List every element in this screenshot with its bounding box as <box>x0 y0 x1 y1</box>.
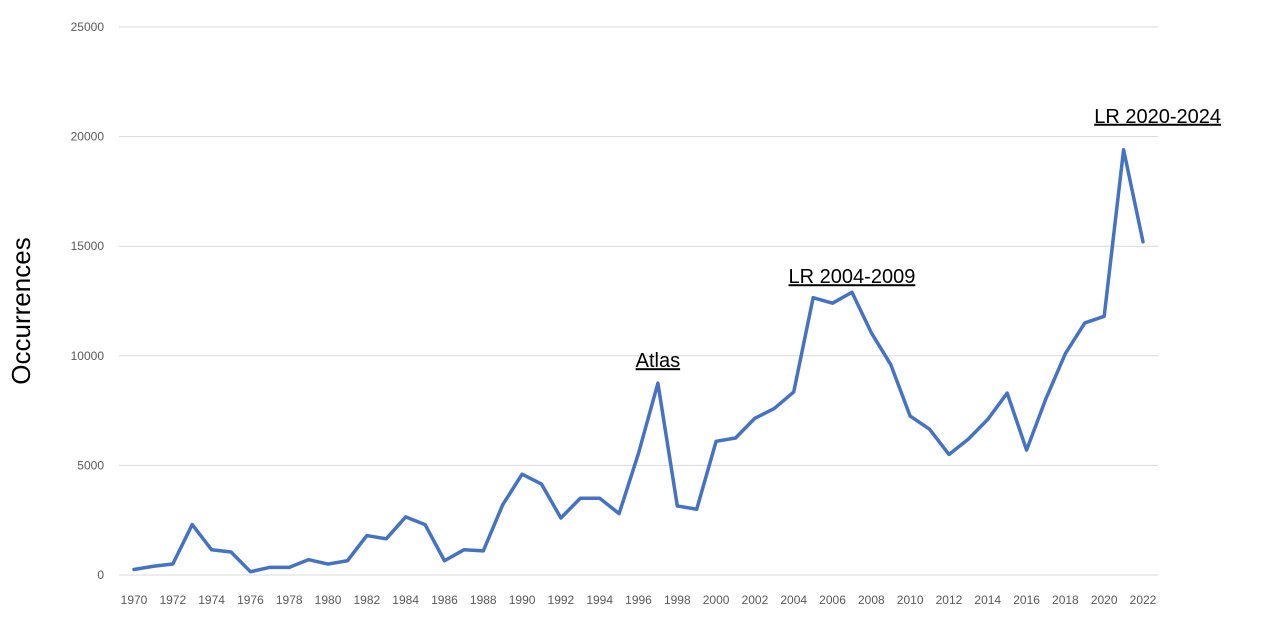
y-tick-label: 5000 <box>77 458 104 472</box>
annotations: Atlas LR 2004-2009 LR 2020-2024 <box>636 106 1221 372</box>
x-tick-label: 2020 <box>1091 593 1118 607</box>
y-axis-ticks: 0 5000 10000 15000 20000 25000 <box>71 20 105 582</box>
x-tick-label: 1998 <box>664 593 691 607</box>
y-tick-label: 20000 <box>71 130 105 144</box>
annotation-label: LR 2020-2024 <box>1094 106 1221 128</box>
x-tick-label: 1986 <box>431 593 458 607</box>
x-tick-label: 1996 <box>625 593 652 607</box>
y-axis-label: Occurrences <box>6 237 36 384</box>
x-tick-label: 1990 <box>509 593 536 607</box>
x-tick-label: 1980 <box>315 593 342 607</box>
x-tick-label: 1972 <box>159 593 186 607</box>
x-tick-label: 1988 <box>470 593 497 607</box>
series-layer <box>132 148 1145 574</box>
y-tick-label: 0 <box>97 568 104 582</box>
x-tick-label: 2022 <box>1130 593 1157 607</box>
x-tick-label: 2000 <box>703 593 730 607</box>
annotation-label: LR 2004-2009 <box>789 266 916 288</box>
annotation-label: Atlas <box>636 350 680 372</box>
x-tick-label: 1982 <box>353 593 380 607</box>
x-tick-label: 1976 <box>237 593 264 607</box>
x-tick-label: 1984 <box>392 593 419 607</box>
x-tick-label: 2014 <box>974 593 1001 607</box>
x-tick-label: 1978 <box>276 593 303 607</box>
x-tick-label: 1992 <box>548 593 575 607</box>
y-tick-label: 15000 <box>71 239 105 253</box>
x-tick-label: 2012 <box>936 593 963 607</box>
x-tick-label: 1970 <box>121 593 148 607</box>
x-tick-label: 1974 <box>198 593 225 607</box>
x-tick-label: 2008 <box>858 593 885 607</box>
x-axis-ticks: 1970 1972 1974 1976 1978 1980 1982 1984 1986 1988… <box>121 593 1157 607</box>
grid-lines <box>119 26 1158 576</box>
y-tick-label: 25000 <box>71 20 105 34</box>
x-tick-label: 2010 <box>897 593 924 607</box>
series-line <box>132 148 1145 574</box>
x-tick-label: 1994 <box>586 593 613 607</box>
x-tick-label: 2018 <box>1052 593 1079 607</box>
x-tick-label: 2004 <box>780 593 807 607</box>
x-tick-label: 2002 <box>742 593 769 607</box>
y-tick-label: 10000 <box>71 349 105 363</box>
x-tick-label: 2016 <box>1013 593 1040 607</box>
x-tick-label: 2006 <box>819 593 846 607</box>
